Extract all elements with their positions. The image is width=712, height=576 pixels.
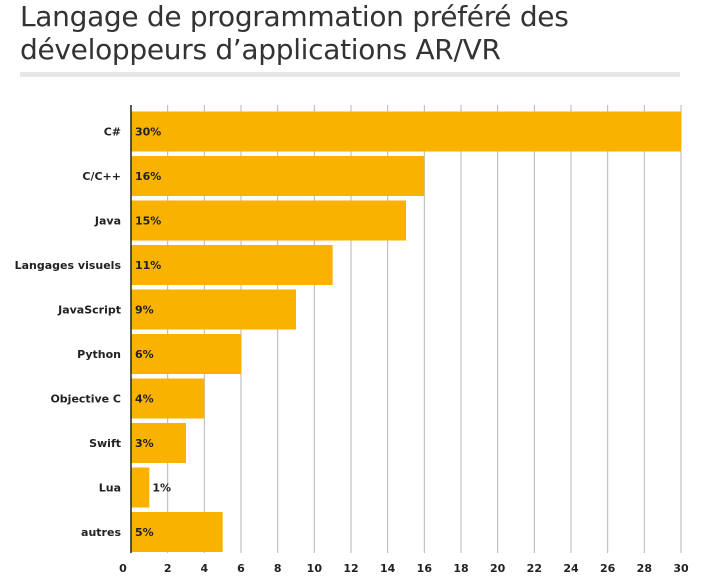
- value-label: 30%: [135, 126, 161, 139]
- value-label: 6%: [135, 348, 154, 361]
- value-label: 5%: [135, 526, 154, 539]
- category-label: C#: [104, 126, 121, 139]
- bar: [131, 111, 681, 152]
- x-tick-label: 28: [637, 562, 652, 575]
- bar: [131, 334, 241, 374]
- x-tick-label: 6: [237, 562, 245, 575]
- category-label: Objective C: [50, 393, 121, 406]
- category-label: autres: [81, 526, 121, 539]
- page-title: Langage de programmation préféré des dév…: [20, 0, 569, 66]
- x-axis-ticks: 0 2 4 6 8 10 12 14 16 18 20 22 24 26 28 30: [119, 562, 689, 575]
- value-label: 9%: [135, 304, 154, 317]
- x-tick-label: 22: [527, 562, 542, 575]
- x-tick-label: 8: [274, 562, 282, 575]
- category-label: Lua: [99, 482, 121, 495]
- bar: [131, 200, 406, 241]
- value-label: 16%: [135, 170, 161, 183]
- bar: [131, 156, 425, 196]
- x-tick-label: 10: [307, 562, 323, 575]
- category-label: C/C++: [82, 170, 121, 183]
- x-tick-label: 16: [417, 562, 433, 575]
- bar: [131, 245, 333, 285]
- bars: [131, 111, 681, 552]
- x-tick-label: 24: [563, 562, 579, 575]
- x-tick-label: 26: [600, 562, 616, 575]
- x-tick-label: 30: [673, 562, 689, 575]
- value-label: 4%: [135, 393, 154, 406]
- bar: [131, 423, 186, 463]
- x-tick-label: 2: [164, 562, 172, 575]
- bar: [131, 467, 150, 508]
- x-tick-label: 0: [119, 562, 127, 575]
- x-tick-label: 12: [343, 562, 358, 575]
- value-labels: 30% 16% 15% 11% 9% 6% 4% 3% 1% 5%: [135, 126, 171, 540]
- value-label: 1%: [152, 482, 171, 495]
- category-label: Swift: [89, 437, 121, 450]
- bar: [131, 378, 205, 419]
- bar: [131, 512, 223, 552]
- value-label: 3%: [135, 437, 154, 450]
- category-label: Java: [94, 215, 121, 228]
- category-labels: C# C/C++ Java Langages visuels JavaScript Pyt…: [15, 126, 122, 540]
- value-label: 11%: [135, 259, 161, 272]
- category-label: Langages visuels: [15, 259, 122, 272]
- x-tick-label: 20: [490, 562, 506, 575]
- title-divider: [20, 72, 680, 77]
- bar: [131, 289, 296, 330]
- x-tick-label: 4: [201, 562, 209, 575]
- value-label: 15%: [135, 215, 161, 228]
- x-tick-label: 18: [453, 562, 468, 575]
- x-tick-label: 14: [380, 562, 396, 575]
- category-label: JavaScript: [57, 304, 121, 317]
- category-label: Python: [77, 348, 121, 361]
